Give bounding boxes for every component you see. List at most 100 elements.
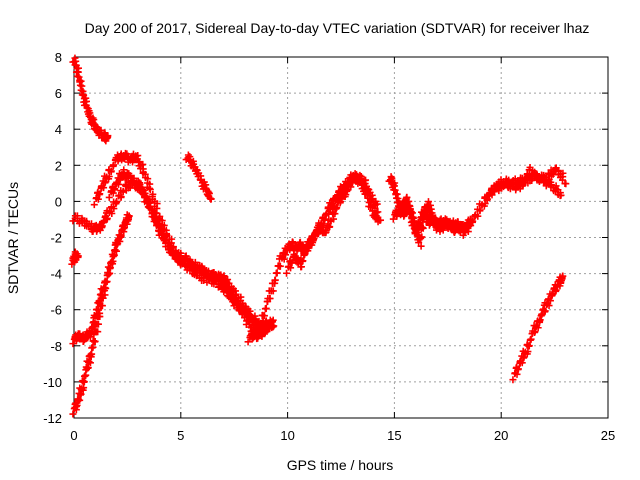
data-point (88, 324, 96, 332)
data-point (557, 278, 565, 286)
data-point (541, 308, 549, 316)
data-point (71, 61, 79, 69)
data-point (424, 198, 432, 206)
data-point (153, 216, 161, 224)
data-point (347, 183, 355, 191)
data-point (418, 233, 426, 241)
data-point (462, 226, 470, 234)
data-point (98, 292, 106, 300)
data-point (534, 324, 542, 332)
data-point (476, 207, 484, 215)
data-point (269, 287, 277, 295)
data-point (331, 210, 339, 218)
data-point (80, 372, 88, 380)
data-point (403, 198, 411, 206)
data-point (474, 212, 482, 220)
data-point (260, 312, 268, 320)
data-point (95, 297, 103, 305)
data-point (120, 224, 128, 232)
data-point (288, 259, 296, 267)
data-point (545, 302, 553, 310)
data-point (309, 236, 317, 244)
data-point (490, 188, 498, 196)
data-point (521, 176, 529, 184)
data-point (343, 187, 351, 195)
data-point (283, 269, 291, 277)
data-point (562, 180, 570, 188)
data-point (110, 205, 118, 213)
data-point (559, 272, 567, 280)
data-point (103, 215, 111, 223)
data-point (421, 207, 429, 215)
data-point (514, 366, 522, 374)
data-point (537, 312, 545, 320)
data-point (417, 242, 425, 250)
data-point (94, 313, 102, 321)
data-point (468, 218, 476, 226)
x-tick-label: 10 (280, 428, 294, 443)
x-tick-label: 0 (70, 428, 77, 443)
data-point (86, 359, 94, 367)
data-point (94, 328, 102, 336)
data-point (109, 189, 117, 197)
series-arc-short-mid (182, 151, 215, 203)
data-point (483, 195, 491, 203)
data-point (308, 241, 316, 249)
data-point (95, 191, 103, 199)
data-point (99, 219, 107, 227)
data-point (78, 91, 86, 99)
data-point (280, 255, 288, 263)
data-point (107, 168, 115, 176)
data-point (304, 244, 312, 252)
data-point (552, 287, 560, 295)
data-point (297, 263, 305, 271)
data-point (109, 162, 117, 170)
data-point (91, 338, 99, 346)
y-tick-label: 4 (55, 122, 62, 137)
data-point (76, 78, 84, 86)
data-point (207, 195, 215, 203)
data-point (148, 206, 156, 214)
x-tick-label: 20 (494, 428, 508, 443)
data-point (415, 220, 423, 228)
y-tick-label: -4 (50, 267, 62, 282)
y-axis-label: SDTVAR / TECUs (5, 182, 21, 294)
data-point (94, 306, 102, 314)
data-point (80, 378, 88, 386)
series-arc-steep-rise (69, 211, 133, 418)
data-point (100, 184, 108, 192)
data-point (406, 210, 414, 218)
data-point (546, 297, 554, 305)
data-point (525, 342, 533, 350)
data-point (146, 202, 154, 210)
data-point (101, 284, 109, 292)
data-point (377, 216, 385, 224)
data-point (94, 195, 102, 203)
data-point (105, 172, 113, 180)
data-point (146, 185, 154, 193)
data-point (526, 336, 534, 344)
data-point (115, 180, 123, 188)
y-tick-label: -6 (50, 303, 62, 318)
data-point (300, 251, 308, 259)
series-arc-final-rise (509, 272, 567, 384)
y-tick-label: 2 (55, 158, 62, 173)
data-point (258, 332, 266, 340)
y-tick-label: 6 (55, 86, 62, 101)
data-point (332, 205, 340, 213)
series-arc-lower-rise (69, 279, 109, 348)
data-point (509, 376, 517, 384)
data-point (141, 170, 149, 178)
series-arc-recovery-b (283, 171, 382, 277)
data-point (90, 201, 98, 209)
data-point (325, 223, 333, 231)
series-arc-left-small (68, 248, 82, 268)
data-point (87, 350, 95, 358)
series-arc-top-left (69, 54, 112, 145)
data-point (98, 223, 106, 231)
y-tick-label: 8 (55, 50, 62, 65)
data-point (513, 370, 521, 378)
y-tick-label: -10 (43, 375, 62, 390)
data-point (146, 184, 154, 192)
data-point (524, 348, 532, 356)
